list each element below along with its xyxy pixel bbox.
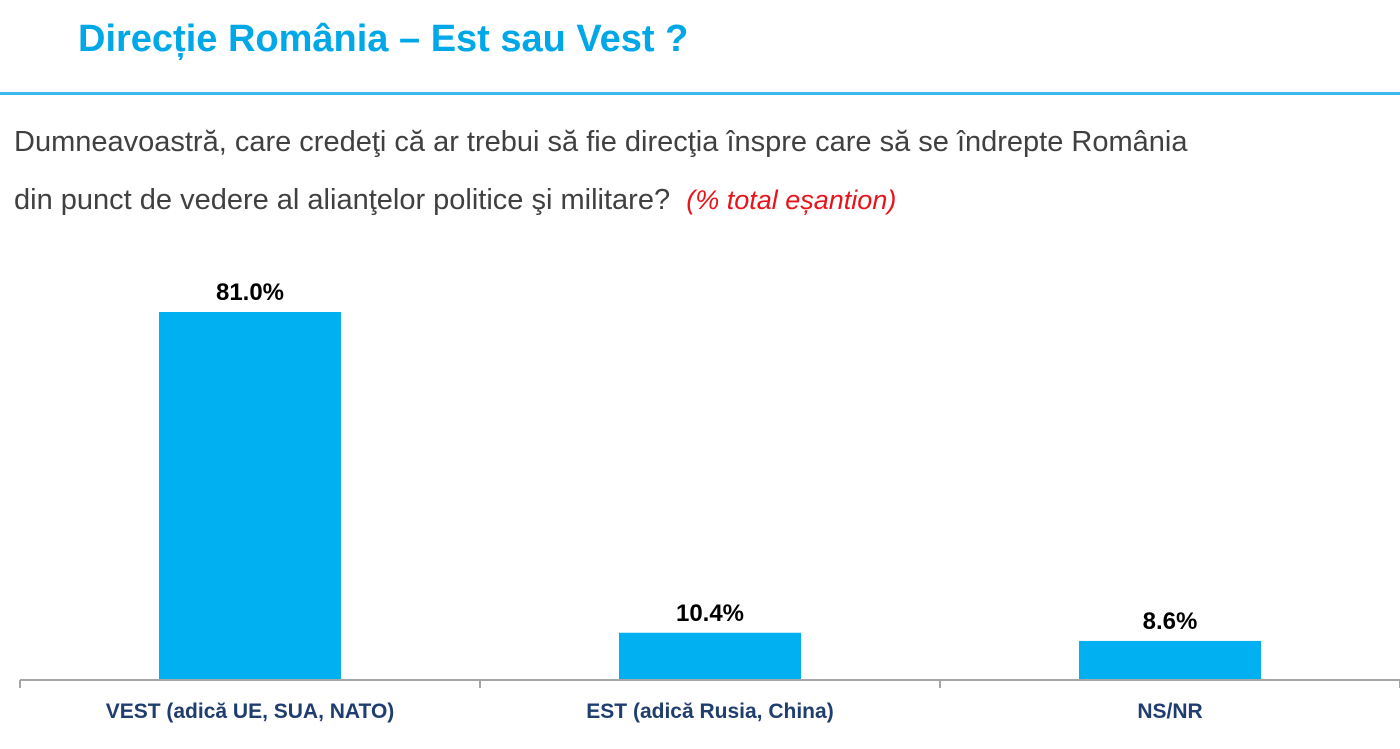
sample-note: (% total eșantion) — [686, 185, 897, 215]
bar — [1079, 640, 1261, 680]
category-label: VEST (adică UE, SUA, NATO) — [106, 700, 395, 723]
question-line-2: din punct de vedere al alianţelor politi… — [14, 171, 1394, 229]
category-label: NS/NR — [1137, 700, 1202, 723]
question-line-1: Dumneavoastră, care credeţi că ar trebui… — [14, 126, 1188, 158]
question-line-2-text: din punct de vedere al alianţelor politi… — [14, 184, 671, 216]
bar — [159, 312, 341, 680]
labels-group: 81.0% VEST (adică UE, SUA, NATO) 10.4% EST … — [106, 279, 1203, 723]
page-title: Direcție România – Est sau Vest ? — [78, 18, 689, 60]
bar-value-label: 8.6% — [1143, 608, 1198, 635]
bar-value-label: 81.0% — [216, 279, 284, 306]
survey-question: Dumneavoastră, care credeţi că ar trebui… — [14, 113, 1394, 229]
category-label: EST (adică Rusia, China) — [586, 700, 833, 723]
x-axis-ticks — [19, 680, 1400, 688]
bar — [619, 632, 801, 680]
bars-group — [159, 312, 1261, 680]
title-divider — [0, 92, 1400, 95]
bar-value-label: 10.4% — [676, 600, 744, 627]
